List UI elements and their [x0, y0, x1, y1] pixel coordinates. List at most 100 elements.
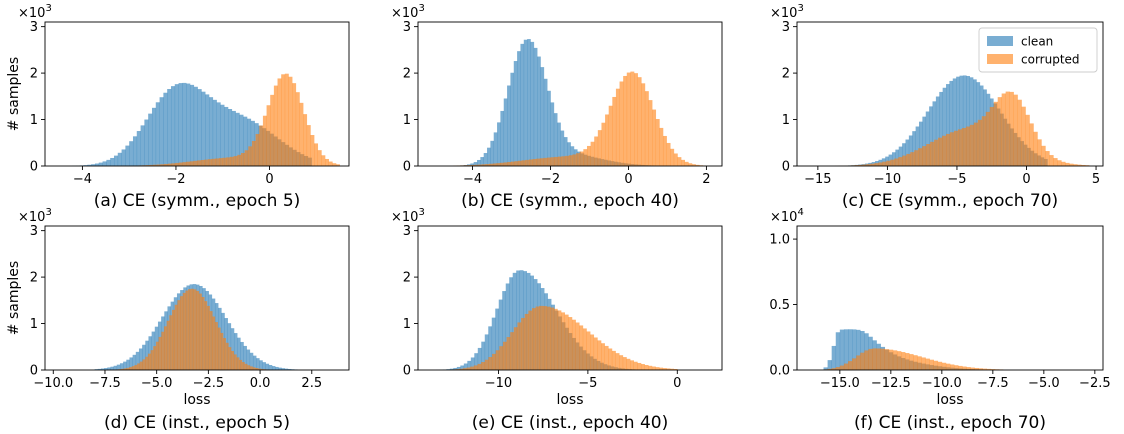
series-clean — [453, 39, 668, 167]
x-tick-label: 5 — [1092, 172, 1100, 187]
hist-bar-corrupted — [594, 136, 599, 166]
hist-bar-corrupted — [648, 100, 653, 166]
hist-bar-clean — [98, 162, 103, 166]
hist-bar-clean — [510, 72, 515, 166]
y-tick-label: 2 — [30, 271, 38, 286]
hist-bar-clean — [467, 360, 472, 370]
hist-bar-corrupted — [898, 157, 903, 166]
y-multiplier: ×103 — [770, 3, 804, 21]
hist-bar-clean — [537, 56, 541, 166]
hist-bar-corrupted — [123, 368, 127, 370]
plot-frame — [44, 225, 350, 371]
hist-bar-clean — [553, 113, 558, 166]
hist-bar-corrupted — [1033, 131, 1038, 166]
hist-bar-clean — [113, 155, 119, 166]
hist-bar-corrupted — [630, 71, 635, 166]
hist-bar-corrupted — [478, 164, 483, 166]
hist-bar-clean — [831, 345, 837, 370]
hist-bar-corrupted — [529, 159, 533, 166]
hist-bar-corrupted — [467, 165, 472, 166]
hist-bar-clean — [174, 84, 179, 166]
hist-bar-clean — [895, 149, 900, 166]
hist-bar-clean — [167, 89, 172, 166]
hist-bar-corrupted — [222, 338, 226, 370]
hist-bar-corrupted — [153, 164, 158, 166]
hist-bar-clean — [567, 142, 571, 166]
hist-bar-clean — [278, 367, 282, 370]
y-tick-label: 0 — [403, 364, 411, 379]
hist-bar-corrupted — [619, 355, 624, 370]
hist-bar-clean — [136, 131, 141, 166]
hist-bar-corrupted — [989, 106, 995, 166]
y-tick-label: 1 — [403, 317, 411, 332]
panel-f: −15.0 −12.5 −10.0 −7.5 −5.0 −2.5 0.0 0.5 1.0 ×104… — [769, 207, 1110, 433]
hist-bar-clean — [912, 131, 916, 166]
hist-bar-corrupted — [673, 369, 678, 370]
hist-bar-corrupted — [633, 361, 638, 370]
hist-bar-clean — [246, 349, 251, 370]
hist-bar-corrupted — [244, 150, 249, 166]
hist-bar-clean — [197, 89, 202, 166]
hist-bar-corrupted — [586, 145, 591, 166]
hist-bar-clean — [208, 97, 214, 166]
hist-bar-corrupted — [169, 315, 173, 370]
hist-bar-corrupted — [965, 126, 971, 166]
hist-bar-corrupted — [1081, 164, 1086, 166]
hist-bar-corrupted — [615, 88, 620, 166]
hist-bar-corrupted — [993, 101, 998, 166]
hist-bar-clean — [470, 357, 475, 370]
hist-bar-clean — [121, 149, 126, 166]
hist-bar-clean — [513, 61, 518, 166]
hist-bar-corrupted — [929, 359, 934, 370]
hist-bar-clean — [193, 86, 198, 166]
hist-bar-corrupted — [918, 148, 923, 166]
hist-bar-corrupted — [528, 310, 533, 370]
hist-bar-corrupted — [228, 347, 232, 370]
hist-bar-corrupted — [550, 157, 555, 166]
hist-bar-corrupted — [161, 331, 165, 370]
hist-bar-corrupted — [209, 311, 213, 370]
y-tick-label: 3 — [30, 224, 38, 239]
hist-bar-corrupted — [902, 155, 907, 166]
hist-bar-clean — [220, 104, 225, 166]
hist-bar-corrupted — [906, 153, 911, 166]
hist-bar-corrupted — [575, 322, 580, 370]
hist-bar-corrupted — [831, 368, 837, 370]
hist-bar-corrupted — [827, 368, 832, 370]
x-tick-label: −15.0 — [820, 376, 860, 391]
hist-bar-corrupted — [835, 367, 841, 370]
hist-bar-corrupted — [502, 341, 507, 370]
hist-bar-corrupted — [198, 293, 202, 370]
hist-bar-corrupted — [174, 304, 178, 370]
hist-bar-corrupted — [986, 368, 992, 370]
hist-bar-corrupted — [882, 161, 887, 166]
hist-bar-corrupted — [554, 156, 559, 166]
hist-bar-corrupted — [921, 357, 926, 370]
hist-bar-clean — [135, 351, 140, 370]
hist-bar-clean — [839, 329, 845, 370]
hist-bar-corrupted — [659, 127, 664, 166]
hist-bar-corrupted — [659, 367, 664, 370]
hist-bar-corrupted — [648, 365, 653, 370]
hist-bar-corrupted — [1061, 161, 1066, 166]
hist-bar-corrupted — [977, 119, 983, 166]
hist-bar-corrupted — [611, 350, 616, 370]
hist-bar-corrupted — [231, 350, 235, 370]
panel-e: −10 −5 0 0 1 2 3×103 loss (e) CE (inst., epoch 4… — [391, 207, 723, 433]
hist-bar-corrupted — [565, 155, 570, 166]
y-tick-label: 3 — [403, 224, 411, 239]
hist-bar-clean — [281, 368, 285, 370]
hist-bar-clean — [227, 109, 233, 166]
hist-bar-corrupted — [892, 350, 898, 370]
hist-bar-corrupted — [226, 157, 231, 166]
hist-bar-corrupted — [239, 359, 243, 370]
hist-bar-clean — [505, 283, 510, 370]
y-multiplier: ×104 — [770, 207, 804, 225]
x-tick-label: −7.5 — [89, 376, 121, 391]
hist-bar-corrupted — [1021, 106, 1026, 166]
series-corrupted — [444, 305, 678, 370]
hist-bar-corrupted — [1073, 164, 1078, 166]
hist-bar-clean — [230, 328, 235, 370]
hist-bar-clean — [922, 116, 927, 166]
hist-bar-corrupted — [673, 153, 678, 166]
